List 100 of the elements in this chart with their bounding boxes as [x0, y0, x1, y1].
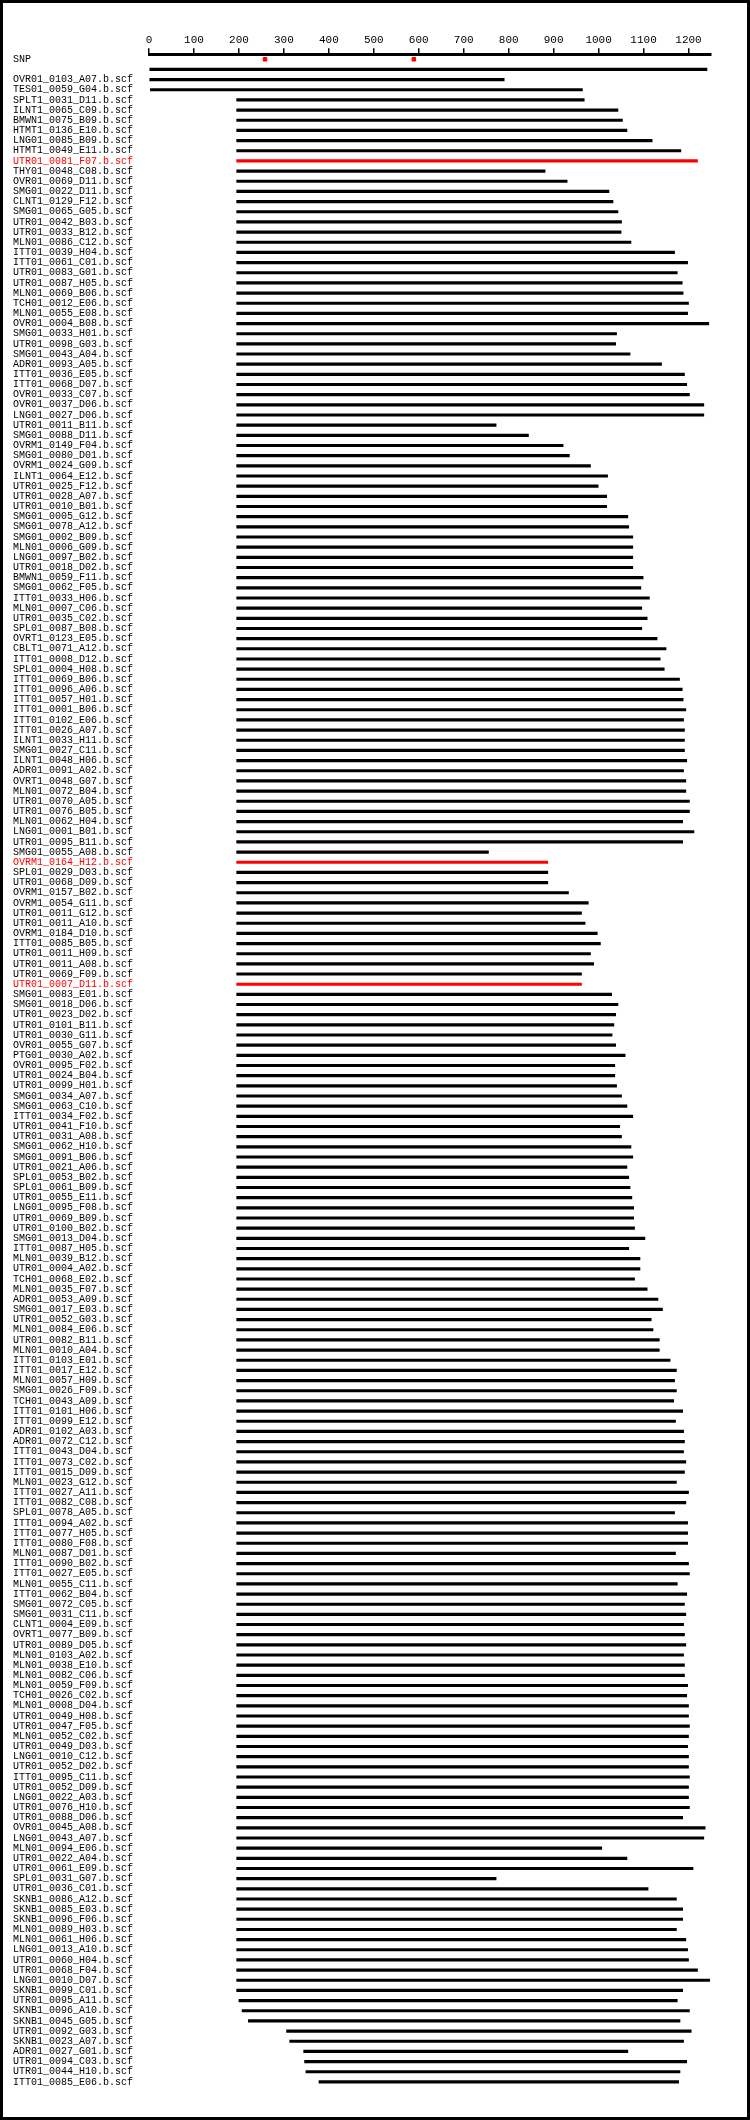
y-tick-label: ITT01_0102_E06.b.scf	[13, 714, 134, 726]
bar	[236, 626, 643, 631]
bar	[236, 1043, 617, 1047]
bar	[236, 1541, 688, 1545]
y-tick-label: ITT01_0036_E05.b.scf	[13, 369, 134, 381]
bar	[236, 1714, 689, 1718]
y-tick-label: OVR01_0055_G07.b.scf	[13, 1039, 134, 1051]
y-tick-label: MLN01_0039_B12.b.scf	[13, 1253, 134, 1265]
y-tick-label: UTR01_0095_A11.b.scf	[13, 1995, 134, 2007]
y-tick-label: MLN01_0094_E06.b.scf	[13, 1842, 134, 1854]
bar	[236, 1673, 685, 1677]
bar	[236, 1165, 628, 1169]
y-tick-label: MLN01_0057_H09.b.scf	[13, 1375, 134, 1387]
bar	[236, 169, 546, 173]
bar	[236, 108, 619, 112]
y-tick-label: TES01_0059_G04.b.scf	[13, 84, 134, 96]
bar	[236, 139, 653, 143]
y-tick-label: UTR01_0049_D03.b.scf	[13, 1741, 134, 1753]
bar	[236, 1470, 685, 1474]
y-tick-label: ADR01_0091_A02.b.scf	[13, 765, 134, 777]
y-tick-label: MLN01_0087_D01.b.scf	[13, 1548, 134, 1560]
bar	[238, 1999, 678, 2003]
y-tick-label: UTR01_0099_H01.b.scf	[13, 1080, 134, 1092]
bar	[236, 698, 684, 702]
bar	[236, 1704, 689, 1708]
y-tick-label: BMWN1_0075_B09.b.scf	[13, 114, 134, 126]
y-tick-label: ITT01_0026_A07.b.scf	[13, 724, 134, 736]
y-tick-label: UTR01_0021_A06.b.scf	[13, 1161, 134, 1173]
bar	[236, 301, 689, 305]
bar	[236, 1775, 690, 1779]
bar	[236, 515, 629, 519]
bar	[236, 1724, 690, 1728]
bar	[236, 332, 617, 336]
bar	[236, 210, 619, 214]
y-tick-label: ITT01_0001_B06.b.scf	[13, 704, 134, 716]
bar	[236, 840, 684, 844]
bar	[236, 779, 687, 783]
bar	[236, 1196, 633, 1200]
y-tick-label: UTR01_0030_G11.b.scf	[13, 1029, 134, 1041]
bar	[236, 850, 489, 854]
y-tick-label: UTR01_0083_G01.b.scf	[13, 267, 134, 279]
x-tick-label: 1200	[675, 33, 702, 46]
y-tick-label: HTMT1_0136_E10.b.scf	[13, 125, 134, 137]
y-tick-label: UTR01_0028_A07.b.scf	[13, 490, 134, 502]
y-tick-label: MLN01_0072_B04.b.scf	[13, 785, 134, 797]
y-tick-label: UTR01_0007_D11.b.scf	[13, 978, 134, 990]
bar	[303, 2049, 629, 2054]
y-tick-label: OVRM1_0054_G11.b.scf	[13, 897, 134, 909]
bar	[236, 504, 608, 509]
y-tick-label: UTR01_0049_H08.b.scf	[13, 1710, 134, 1722]
bar	[236, 443, 564, 448]
y-tick-label: SPL01_0053_B02.b.scf	[13, 1171, 134, 1183]
bar	[236, 931, 598, 935]
bar	[236, 1805, 690, 1810]
y-tick-label: MLN01_0008_D04.b.scf	[13, 1700, 134, 1712]
y-tick-label: ILNT1_0033_H11.b.scf	[13, 734, 134, 746]
y-tick-label: UTR01_0092_G03.b.scf	[13, 2025, 134, 2037]
y-tick-label: SMG01_0062_F05.b.scf	[13, 582, 134, 594]
bar	[236, 189, 610, 193]
y-tick-label: UTR01_0101_B11.b.scf	[13, 1019, 134, 1031]
bar	[236, 1389, 677, 1393]
bar	[236, 830, 695, 834]
bar	[236, 1582, 678, 1586]
y-tick-label: UTR01_0060_H04.b.scf	[13, 1954, 134, 1966]
bar	[236, 1765, 689, 1769]
y-tick-label: MLN01_0055_C11.b.scf	[13, 1578, 134, 1590]
bar	[236, 1917, 684, 1921]
x-tick-label: 200	[229, 33, 249, 46]
y-tick-label: UTR01_0082_B11.b.scf	[13, 1334, 134, 1346]
y-tick-label: OVR01_0004_B08.b.scf	[13, 318, 134, 330]
bar	[236, 1399, 675, 1403]
y-tick-label: ITT01_0033_H06.b.scf	[13, 592, 134, 604]
y-tick-label: UTR01_0044_H10.b.scf	[13, 2066, 134, 2078]
bar	[236, 972, 582, 976]
y-tick-label: OVR01_0045_A08.b.scf	[13, 1822, 134, 1834]
y-tick-label: SKNB1_0023_A07.b.scf	[13, 2035, 134, 2047]
bar	[236, 1592, 688, 1596]
bar	[236, 271, 678, 275]
y-tick-label: UTR01_0047_F05.b.scf	[13, 1720, 134, 1732]
y-tick-label: UTR01_0041_F10.b.scf	[13, 1121, 134, 1133]
y-tick-label: OVRT1_0123_E05.b.scf	[13, 633, 134, 645]
bar	[236, 1633, 685, 1637]
y-tick-label: SPL01_0078_A05.b.scf	[13, 1507, 134, 1519]
bar	[236, 738, 685, 742]
bar	[236, 1958, 689, 1962]
bar	[236, 535, 634, 539]
y-tick-label: MLN01_0055_E08.b.scf	[13, 308, 134, 320]
y-tick-label: SMG01_0062_H10.b.scf	[13, 1141, 134, 1153]
y-tick-label: PTG01_0030_A02.b.scf	[13, 1049, 134, 1061]
y-tick-label: MLN01_0103_A02.b.scf	[13, 1649, 134, 1661]
bar	[236, 1846, 603, 1850]
y-tick-label: SMG01_0013_D04.b.scf	[13, 1232, 134, 1244]
bar	[236, 1155, 634, 1159]
bar	[236, 484, 599, 488]
bar	[236, 454, 570, 458]
y-tick-label: OVRM1_0157_B02.b.scf	[13, 887, 134, 899]
y-tick-label: SMG01_0027_C11.b.scf	[13, 745, 134, 757]
y-tick-label: ITT01_0017_E12.b.scf	[13, 1365, 134, 1377]
bar	[236, 1572, 690, 1576]
x-tick-label: 0	[145, 33, 153, 46]
